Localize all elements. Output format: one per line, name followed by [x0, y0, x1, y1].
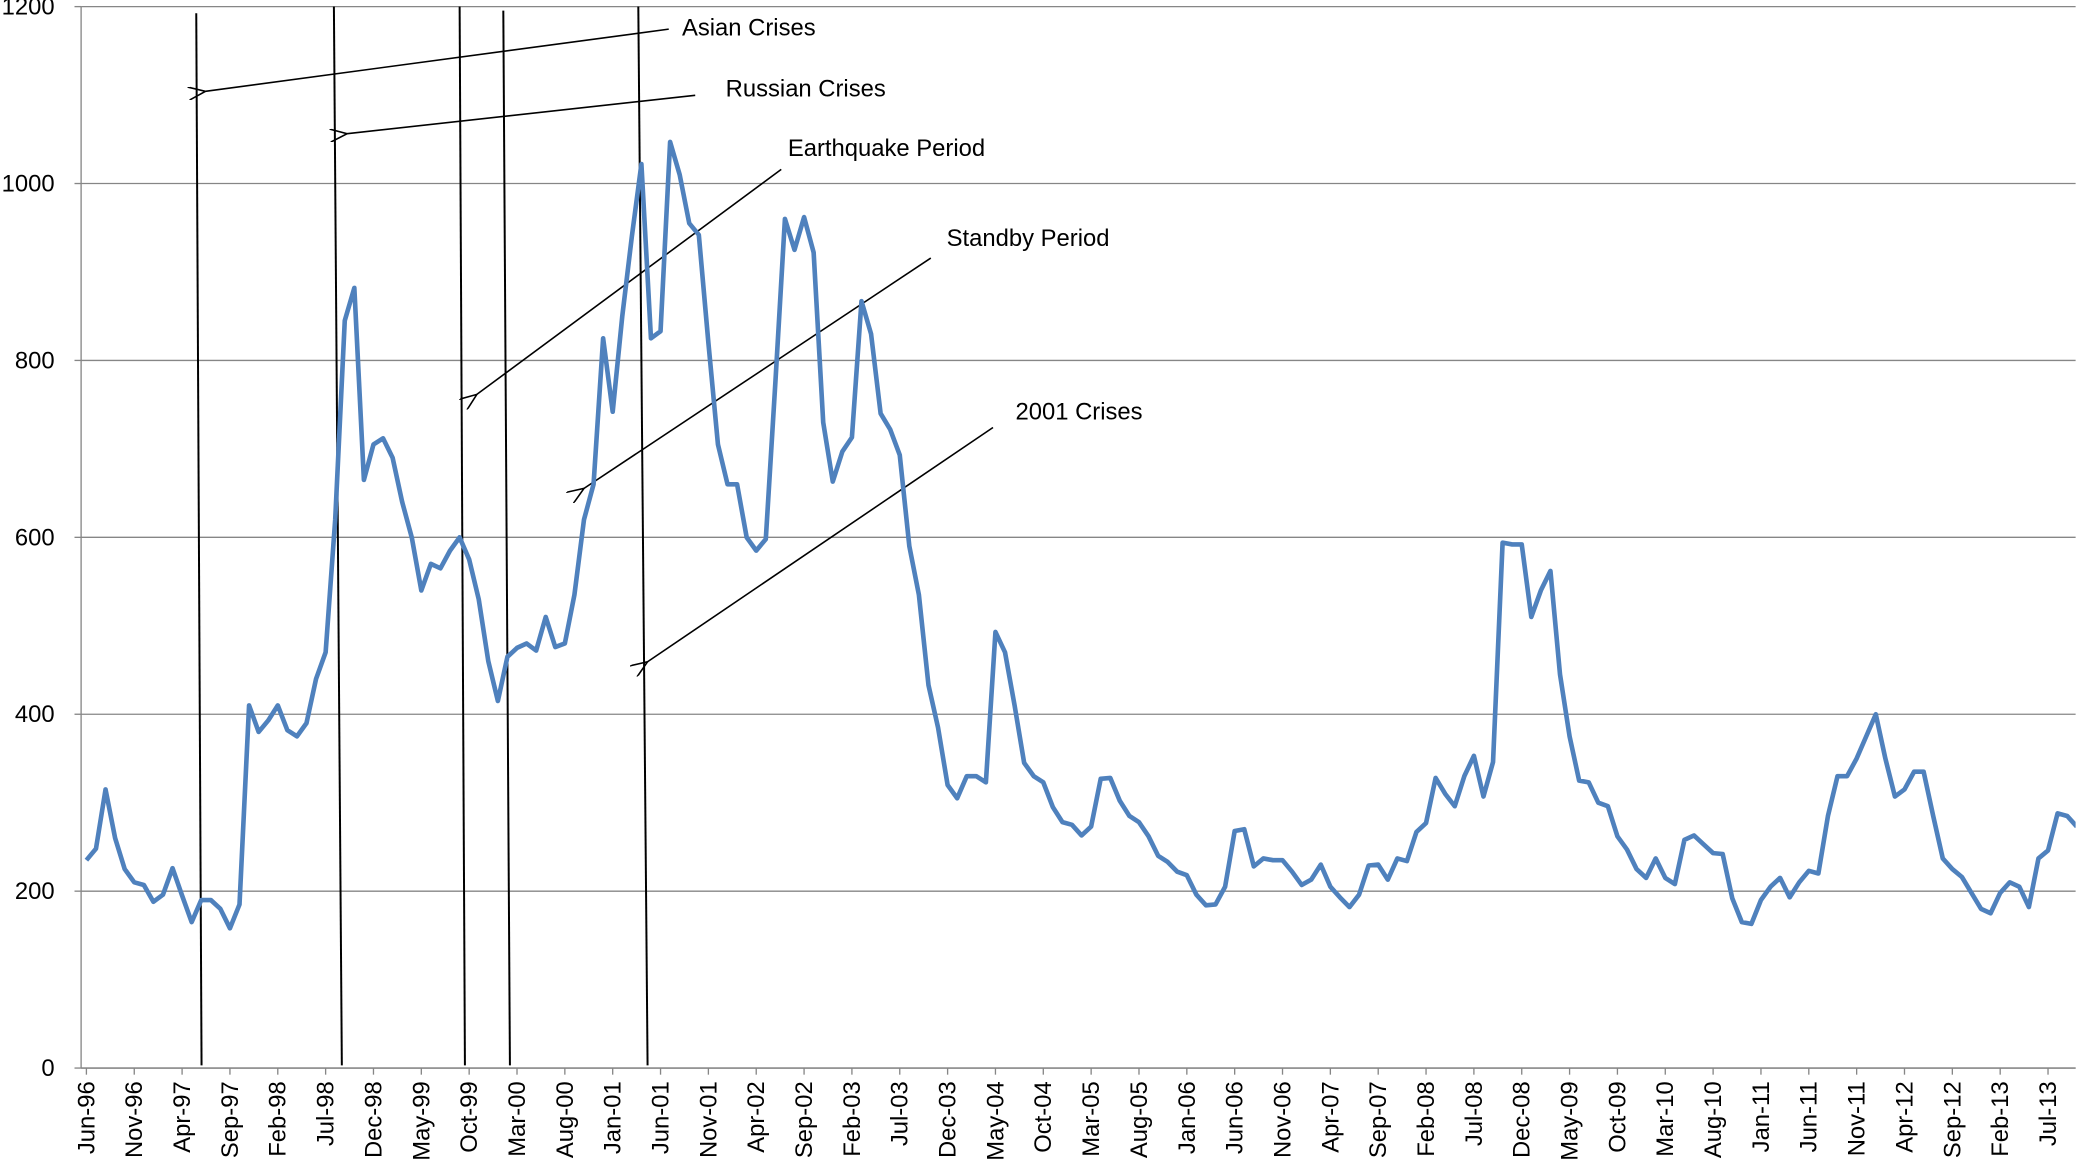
x-tick-label: May-04	[982, 1081, 1009, 1160]
y-tick-label: 0	[41, 1055, 54, 1082]
x-tick-label: Dec-03	[935, 1081, 962, 1158]
x-tick-label: Jul-98	[313, 1081, 340, 1146]
annotation-arrows	[206, 28, 994, 662]
x-tick-label: Jul-08	[1461, 1081, 1488, 1146]
x-tick-label: Jan-01	[600, 1081, 627, 1154]
data-line	[84, 139, 2076, 931]
x-tick-label: Apr-97	[169, 1081, 196, 1152]
x-tick-label: Sep-07	[1365, 1081, 1392, 1158]
x-tick-label: Feb-03	[839, 1081, 866, 1156]
x-tick-label: Mar-10	[1652, 1081, 1679, 1156]
y-tick-label: 1200	[2, 0, 55, 21]
y-tick-label: 800	[15, 347, 55, 374]
annotation: Russian Crises	[726, 76, 886, 103]
x-tick-label: Oct-99	[456, 1081, 483, 1152]
x-tick-label: Sep-12	[1939, 1081, 1966, 1158]
x-tick-label: Oct-09	[1604, 1081, 1631, 1152]
annotation: Standby Period	[947, 225, 1110, 252]
x-tick-label: May-09	[1557, 1081, 1584, 1160]
x-tick-label: Feb-98	[265, 1081, 292, 1156]
x-tick-label: Apr-12	[1891, 1081, 1918, 1152]
annotation: 2001 Crises	[1016, 399, 1143, 426]
x-tick-label: Sep-97	[217, 1081, 244, 1158]
x-tick-label: Nov-96	[121, 1081, 148, 1158]
annotation: Earthquake Period	[788, 135, 985, 162]
x-tick-label: Aug-00	[552, 1081, 579, 1158]
x-tick-label: Jan-06	[1174, 1081, 1201, 1154]
x-tick-label: Jun-01	[647, 1081, 674, 1154]
x-tick-label: Apr-07	[1317, 1081, 1344, 1152]
x-tick-label: Mar-05	[1078, 1081, 1105, 1156]
x-tick-label: Oct-04	[1030, 1081, 1057, 1152]
x-tick-label: Nov-11	[1844, 1081, 1871, 1156]
x-tick-label: Apr-02	[743, 1081, 770, 1152]
x-tick-label: Jan-11	[1748, 1081, 1775, 1152]
x-tick-label: Jun-96	[73, 1081, 100, 1154]
x-tick-label: Jul-03	[887, 1081, 914, 1146]
x-tick-label: Jun-11	[1796, 1081, 1823, 1152]
x-tick-label: Nov-01	[695, 1081, 722, 1158]
y-tick-label: 200	[15, 878, 55, 905]
x-tick-label: Aug-05	[1126, 1081, 1153, 1158]
y-tick-label: 600	[15, 524, 55, 551]
x-tick-label: Jul-13	[2035, 1081, 2062, 1146]
x-tick-label: Dec-98	[360, 1081, 387, 1158]
x-tick-label: Feb-08	[1413, 1081, 1440, 1156]
y-tick-label: 400	[15, 701, 55, 728]
annotation: Asian Crises	[682, 15, 816, 42]
x-tick-label: May-99	[408, 1081, 435, 1160]
x-tick-label: Jun-06	[1222, 1081, 1249, 1154]
x-tick-label: Mar-00	[504, 1081, 531, 1156]
y-tick-label: 1000	[2, 170, 55, 197]
x-tick-label: Feb-13	[1987, 1081, 2014, 1156]
x-tick-label: Dec-08	[1509, 1081, 1536, 1158]
x-tick-label: Sep-02	[791, 1081, 818, 1158]
x-tick-label: Aug-10	[1700, 1081, 1727, 1158]
x-tick-label: Nov-06	[1269, 1081, 1296, 1158]
